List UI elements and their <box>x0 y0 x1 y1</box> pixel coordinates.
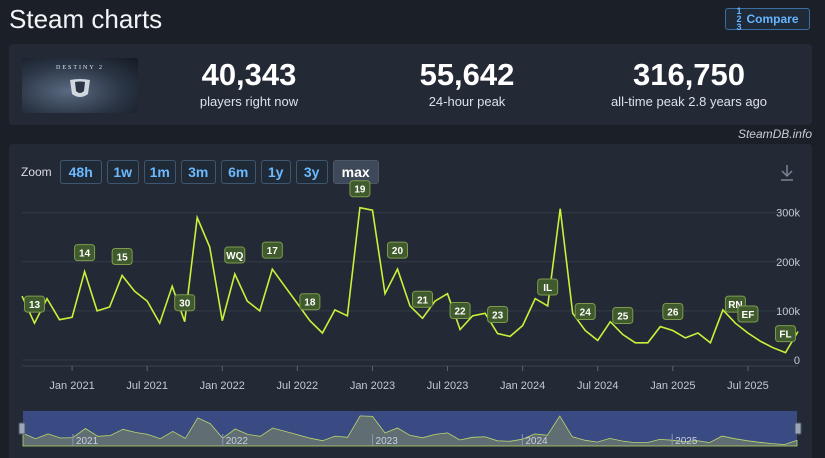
current-players-label: players right now <box>199 94 299 109</box>
stat-all-time-peak: 316,750 all-time peak 2.8 years ago <box>599 57 779 110</box>
zoom-6m-button[interactable]: 6m <box>220 160 256 184</box>
current-players-value: 40,343 <box>201 57 297 92</box>
peak-24h-value: 55,642 <box>419 57 515 92</box>
game-logo: DESTINY 2 <box>22 58 138 113</box>
zoom-3y-button[interactable]: 3y <box>295 160 328 184</box>
destiny-emblem-icon <box>70 79 90 97</box>
chart-panel: Zoom 48h 1w 1m 3m 6m 1y 3y max <box>9 144 812 458</box>
all-time-peak-value: 316,750 <box>632 57 746 92</box>
compare-label: Compare <box>746 12 799 26</box>
zoom-3m-button[interactable]: 3m <box>180 160 216 184</box>
zoom-1y-button[interactable]: 1y <box>260 160 291 184</box>
zoom-1m-button[interactable]: 1m <box>143 160 176 184</box>
zoom-label: Zoom <box>21 165 52 179</box>
stats-panel: DESTINY 2 40,343 players right now 55,64… <box>9 44 812 125</box>
zoom-1w-button[interactable]: 1w <box>106 160 139 184</box>
zoom-max-button[interactable]: max <box>332 160 379 184</box>
stat-current: 40,343 players right now <box>169 57 329 110</box>
zoom-48h-button[interactable]: 48h <box>59 160 102 184</box>
page-title: Steam charts <box>9 4 163 34</box>
zoom-bar: Zoom 48h 1w 1m 3m 6m 1y 3y max <box>21 160 379 184</box>
stat-24h-peak: 55,642 24-hour peak <box>382 57 552 110</box>
download-icon[interactable] <box>779 164 795 182</box>
all-time-peak-label: all-time peak 2.8 years ago <box>610 94 768 109</box>
peak-24h-label: 24-hour peak <box>428 94 506 109</box>
steamdb-credit[interactable]: SteamDB.info <box>737 127 812 141</box>
